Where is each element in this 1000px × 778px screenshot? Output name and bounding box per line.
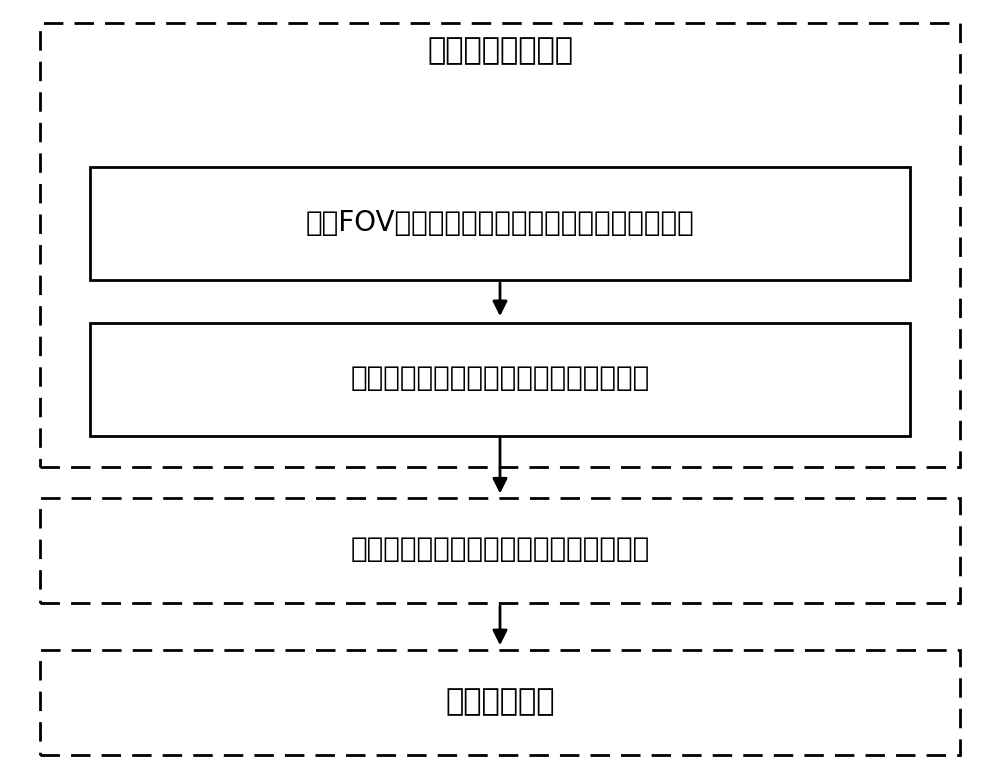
Bar (90, 323, 910, 436)
Bar (90, 167, 910, 280)
Bar (40, 650, 960, 755)
Text: 初始定位心包区域: 初始定位心包区域 (427, 36, 573, 65)
Bar (40, 498, 960, 603)
Text: 通过FOV值判断心包是否被骨组织或肌肉组织全包: 通过FOV值判断心包是否被骨组织或肌肉组织全包 (306, 209, 694, 237)
Bar (40, 23, 960, 467)
Text: 去除整个序列切片的肺组织及骨组织干扰: 去除整个序列切片的肺组织及骨组织干扰 (350, 535, 650, 563)
Text: 从心包序列中心层切片粗略定位心包区域: 从心包序列中心层切片粗略定位心包区域 (350, 364, 650, 392)
Text: 精确分割心包: 精确分割心包 (445, 687, 555, 717)
